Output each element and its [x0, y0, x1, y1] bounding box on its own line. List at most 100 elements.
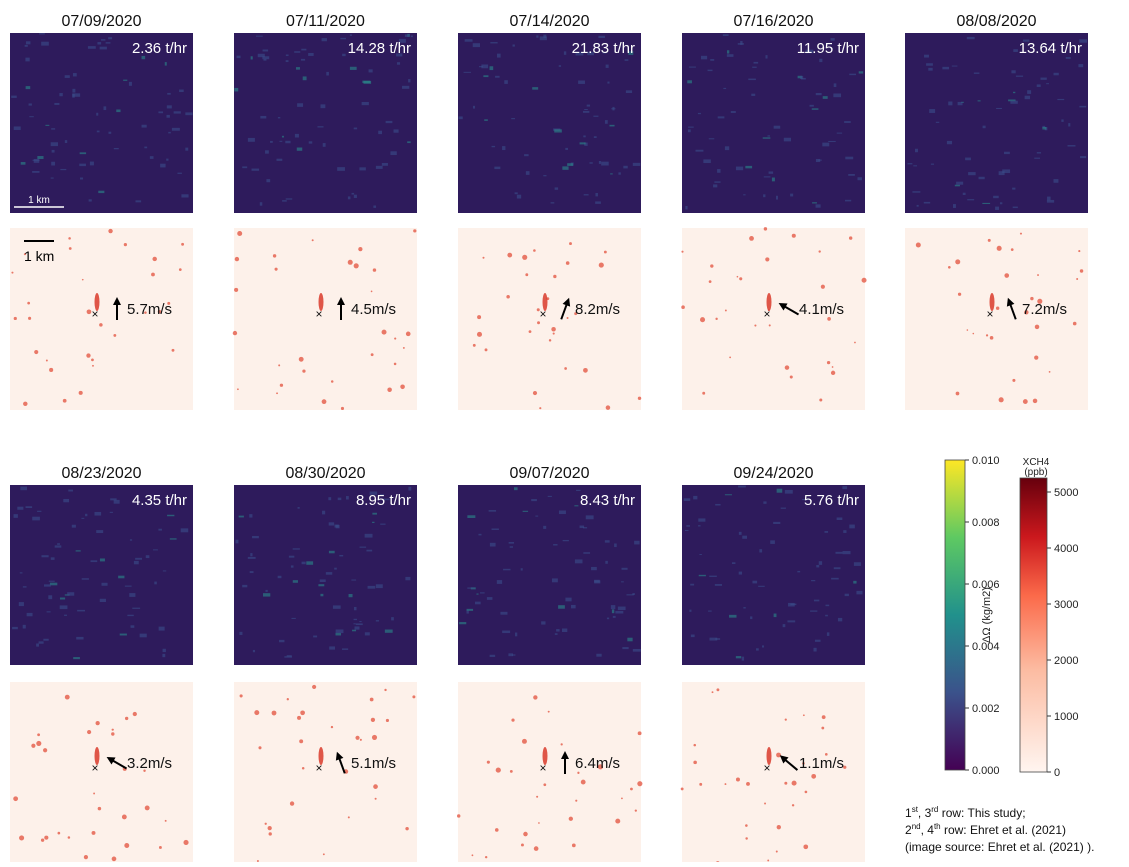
- texture: [265, 590, 267, 592]
- speck: [122, 815, 127, 820]
- speck: [599, 263, 604, 268]
- texture: [767, 135, 770, 136]
- speck: [523, 832, 528, 837]
- texture: [743, 194, 745, 195]
- texture: [248, 557, 256, 559]
- texture: [296, 67, 300, 70]
- texture: [146, 555, 150, 558]
- superscript: rd: [931, 805, 938, 814]
- speck: [96, 721, 100, 725]
- speck: [487, 761, 490, 764]
- colorbar-tick-label: 5000: [1054, 487, 1078, 499]
- speck: [400, 385, 405, 390]
- speck: [948, 266, 951, 269]
- speck: [373, 784, 378, 789]
- texture: [595, 193, 598, 196]
- texture: [698, 113, 701, 114]
- texture: [541, 621, 545, 624]
- speck: [36, 741, 41, 746]
- texture: [825, 615, 828, 617]
- speck: [988, 239, 991, 242]
- texture: [329, 646, 335, 649]
- texture: [1013, 207, 1018, 209]
- texture: [731, 111, 736, 113]
- texture: [475, 602, 481, 605]
- texture: [844, 121, 851, 123]
- concentration-image: [234, 682, 417, 862]
- texture: [481, 64, 488, 68]
- texture: [72, 89, 75, 93]
- texture: [978, 100, 981, 101]
- texture: [993, 196, 999, 198]
- texture: [982, 203, 990, 204]
- texture: [354, 626, 359, 629]
- speck: [1020, 233, 1022, 235]
- texture: [297, 148, 302, 151]
- speck: [507, 253, 512, 258]
- speck: [125, 717, 128, 720]
- plume: [767, 293, 772, 311]
- texture: [770, 540, 775, 544]
- speck: [635, 810, 637, 812]
- speck: [371, 353, 374, 356]
- texture: [11, 96, 17, 98]
- texture: [610, 173, 613, 174]
- speck: [87, 730, 91, 734]
- speck: [638, 397, 641, 400]
- texture: [185, 148, 188, 151]
- speck: [179, 268, 182, 271]
- texture: [764, 176, 771, 177]
- texture: [167, 93, 170, 95]
- texture: [587, 105, 590, 107]
- emission-image: [10, 33, 193, 213]
- speck: [299, 739, 303, 743]
- texture: [1034, 158, 1040, 159]
- texture: [618, 607, 626, 611]
- texture: [338, 498, 342, 500]
- texture: [320, 579, 326, 582]
- speck: [997, 246, 1002, 251]
- panel-date: 08/30/2020: [285, 465, 365, 482]
- speck: [496, 767, 501, 772]
- speck: [709, 280, 712, 283]
- texture: [65, 75, 70, 78]
- speck: [769, 324, 771, 326]
- texture: [504, 80, 508, 84]
- speck: [68, 836, 71, 839]
- speck: [522, 255, 527, 260]
- texture: [47, 611, 51, 612]
- texture: [833, 94, 841, 98]
- texture: [236, 540, 239, 544]
- speck: [98, 807, 101, 810]
- texture: [589, 162, 592, 163]
- concentration-image: [458, 682, 641, 862]
- speck: [553, 333, 555, 335]
- texture: [37, 156, 43, 159]
- texture: [819, 561, 822, 565]
- texture: [595, 201, 601, 203]
- panel-date: 08/08/2020: [956, 13, 1036, 30]
- speck: [716, 688, 719, 691]
- texture: [59, 93, 62, 96]
- texture: [816, 204, 821, 207]
- texture: [1047, 197, 1051, 201]
- speck: [124, 843, 129, 848]
- texture: [825, 605, 829, 607]
- texture: [68, 490, 73, 492]
- texture: [503, 569, 510, 571]
- speck: [819, 398, 822, 401]
- speck: [92, 831, 96, 835]
- texture: [594, 136, 597, 138]
- speck: [387, 388, 392, 393]
- texture: [815, 640, 821, 642]
- texture: [1004, 152, 1010, 154]
- texture: [81, 518, 84, 519]
- texture: [72, 525, 76, 528]
- texture: [376, 584, 383, 588]
- speck: [702, 392, 705, 395]
- texture: [816, 565, 819, 567]
- texture: [181, 194, 188, 197]
- speck: [27, 302, 30, 305]
- texture: [995, 207, 999, 210]
- texture: [710, 59, 714, 61]
